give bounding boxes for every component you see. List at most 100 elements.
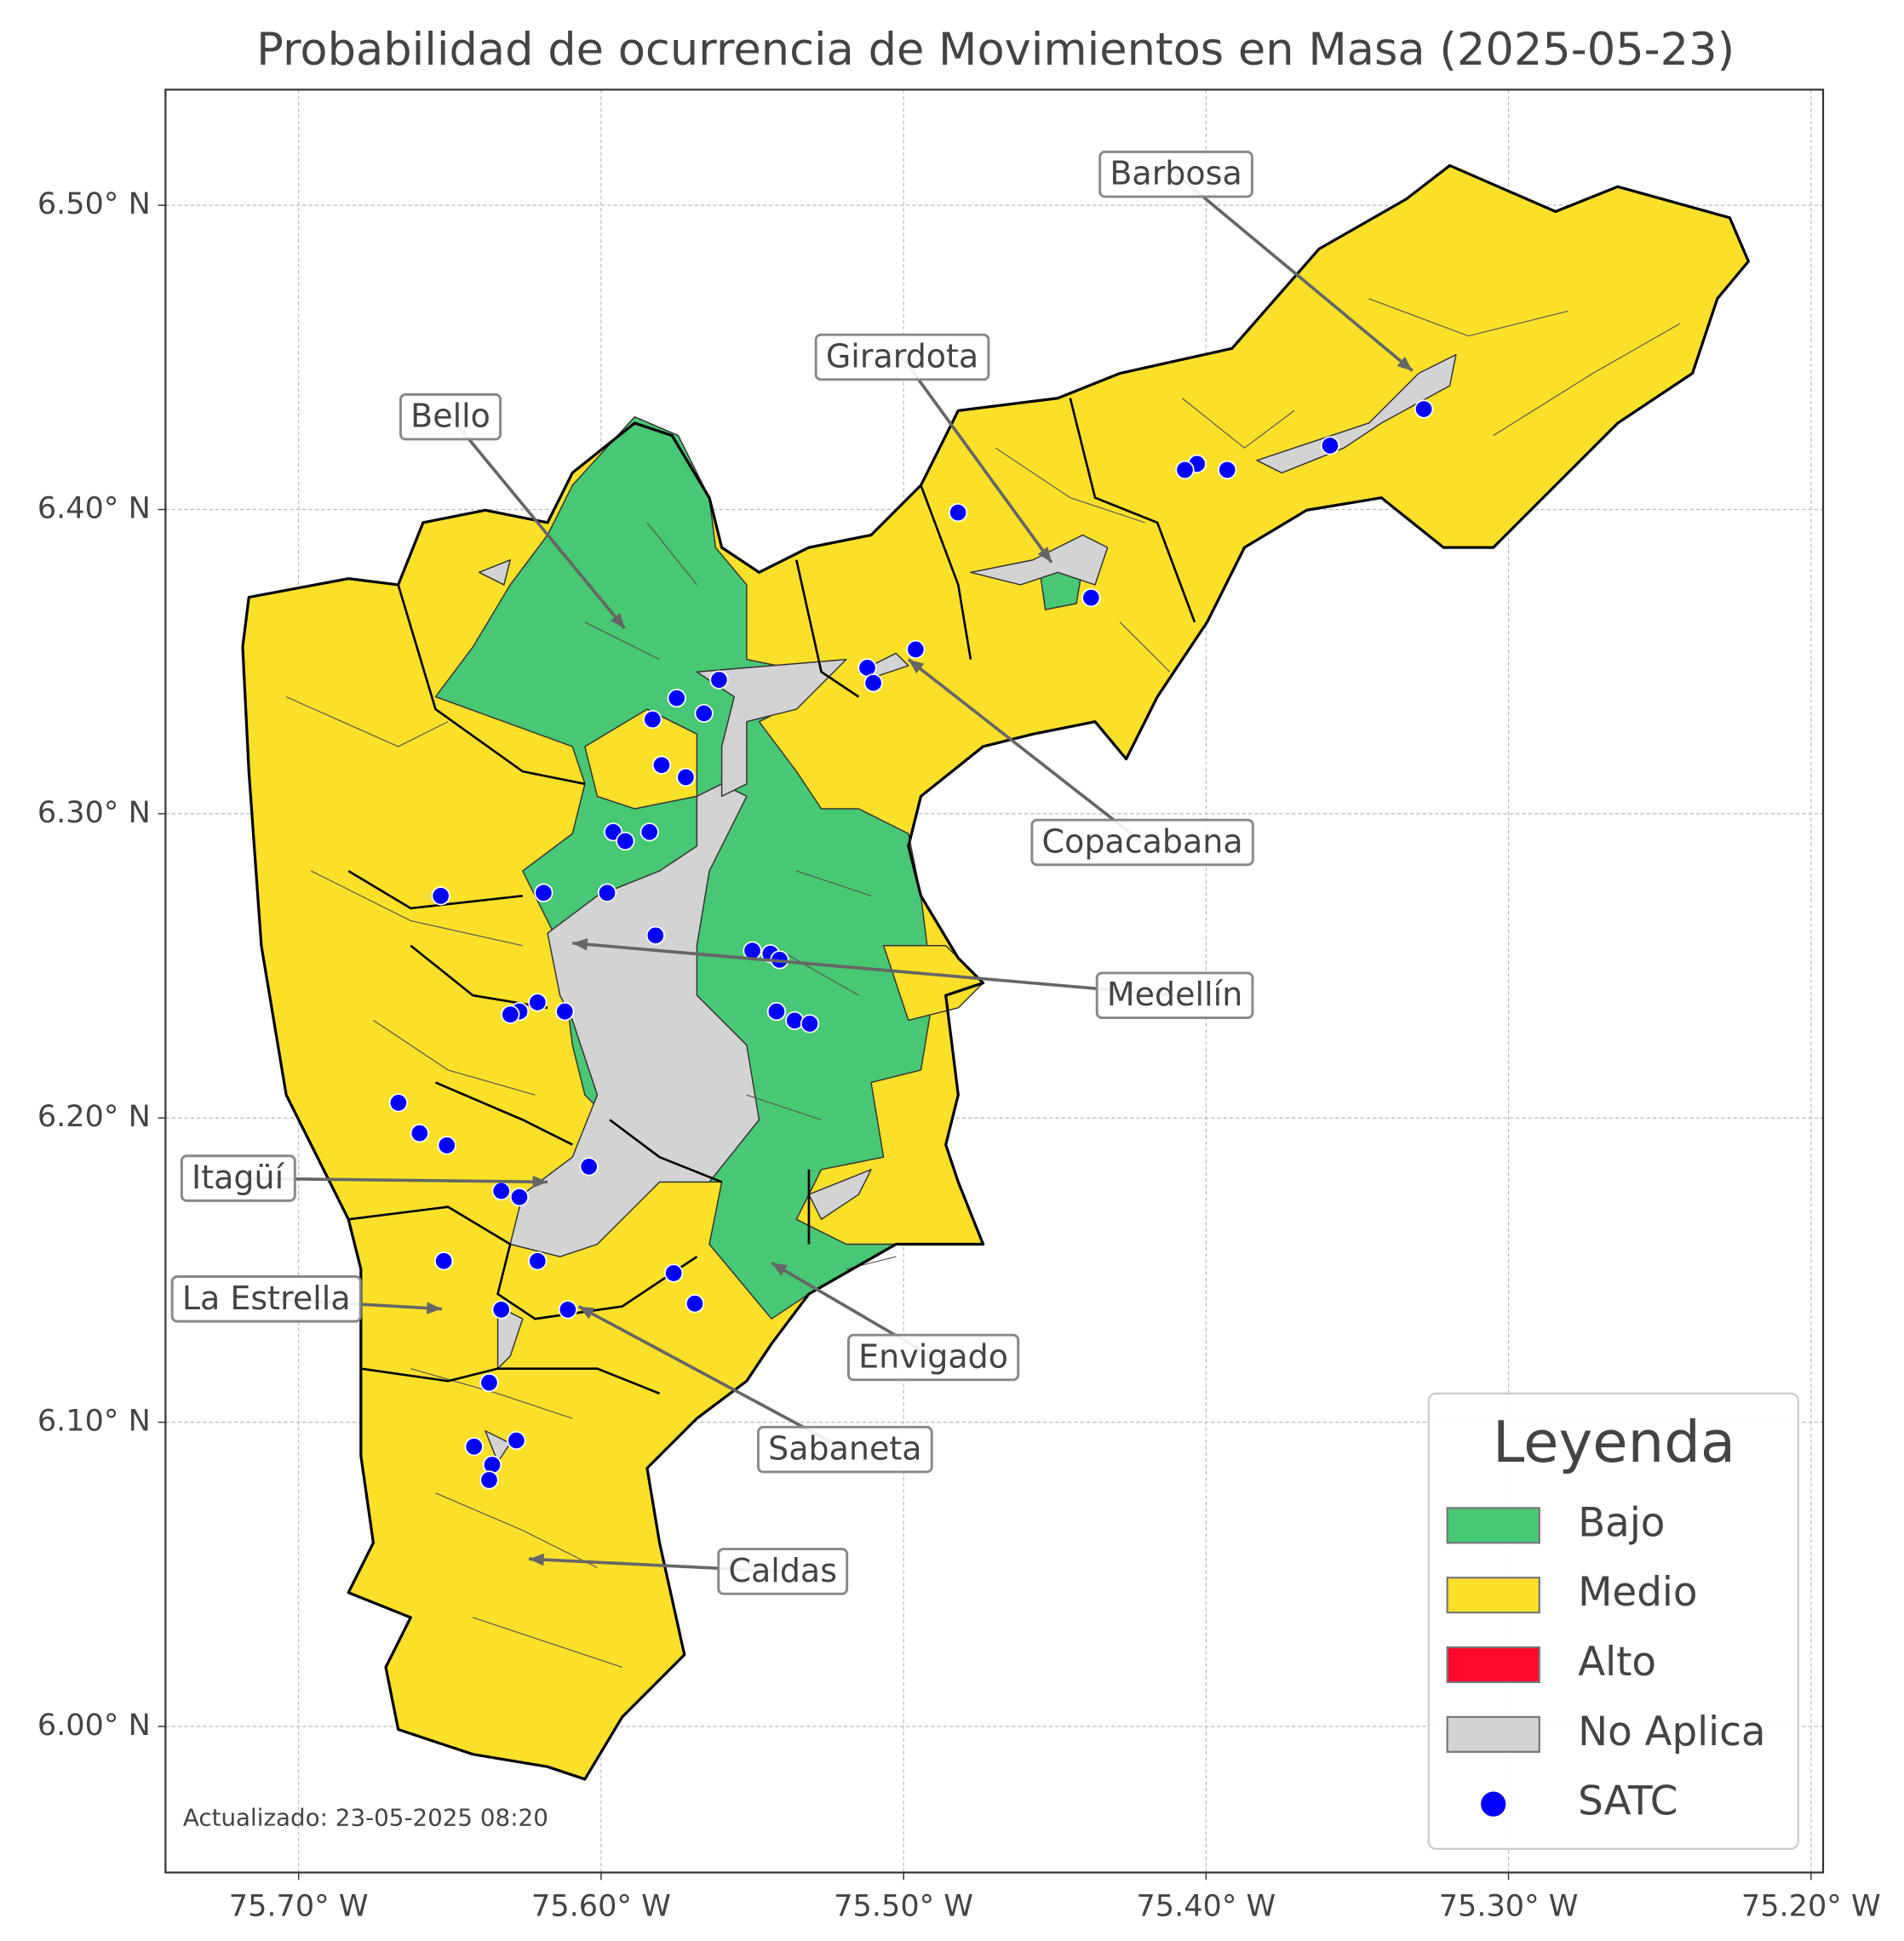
region-medio (882, 945, 984, 1022)
annotation-label: Barbosa (1110, 155, 1242, 192)
annotation: Bello (399, 392, 627, 630)
legend-label: Alto (1578, 1640, 1656, 1686)
region-no-aplica (1256, 353, 1457, 474)
annotation-label: Bello (410, 398, 490, 435)
satc-point (534, 883, 553, 902)
municipal-boundaries (347, 398, 1196, 1395)
annotation-arrow (577, 1304, 846, 1451)
region-no-aplica (485, 1430, 511, 1463)
region-no-aplica (509, 783, 760, 1257)
map-title: Probabilidad de ocurrencia de Movimiento… (256, 24, 1735, 76)
arrow-head (578, 1306, 595, 1320)
x-tick-label: 75.30° W (1439, 1888, 1579, 1923)
x-tick-label: 75.60° W (531, 1888, 671, 1923)
x-tick-label: 75.20° W (1741, 1888, 1881, 1923)
annotation: Copacabana (907, 658, 1254, 867)
x-tick-label: 75.70° W (229, 1888, 369, 1923)
annotation: Girardota (814, 333, 1053, 564)
annotation-box (717, 1548, 849, 1595)
satc-point (501, 1005, 520, 1024)
plot-frame (164, 89, 1825, 1874)
annotation-box (756, 1425, 933, 1474)
satc-point (479, 1470, 499, 1490)
satc-point (491, 1300, 511, 1320)
satc-point (410, 1124, 429, 1143)
annotation-label: Medellín (1107, 976, 1242, 1013)
arrow-head (572, 938, 588, 951)
satc-point (479, 1373, 499, 1393)
annotation: Medellín (572, 938, 1254, 1019)
arrow-head (1037, 547, 1052, 563)
region-no-aplica (808, 1169, 872, 1221)
arrow-head (908, 659, 925, 674)
arrow-head (771, 1263, 788, 1276)
annotation: Itagüí (180, 1154, 548, 1202)
satc-points (388, 399, 1434, 1490)
satc-point (651, 755, 672, 775)
satc-point (464, 1437, 484, 1457)
satc-point (616, 831, 635, 851)
annotation: Barbosa (1098, 150, 1414, 372)
y-tick-label: 6.30° N (37, 795, 151, 830)
region-no-aplica (696, 658, 847, 798)
legend-title: Leyenda (1493, 1409, 1735, 1475)
satc-point (555, 1002, 575, 1022)
arrow-head (1396, 356, 1413, 371)
satc-point (482, 1455, 502, 1474)
annotation-arrow (901, 356, 1053, 564)
annotation-arrow (449, 415, 627, 630)
satc-point (528, 1251, 548, 1271)
satc-point (1414, 399, 1434, 419)
annotation-box (399, 392, 502, 441)
axes: 75.70° W 75.60° W 75.50° W 75.40° W 75.30° W… (37, 186, 1881, 1923)
satc-point (558, 1300, 577, 1320)
satc-point (437, 1136, 456, 1155)
x-tick-label: 75.50° W (834, 1888, 973, 1923)
annotation-arrow (572, 942, 1175, 998)
satc-point (1081, 588, 1101, 608)
satc-point (645, 925, 665, 945)
satc-point (948, 502, 968, 523)
annotation: Caldas (529, 1548, 849, 1595)
regions (241, 163, 1750, 1781)
y-tick-label: 6.00° N (37, 1708, 151, 1743)
legend: Leyenda Bajo Medio Alto No Aplica SATC (1427, 1392, 1799, 1850)
satc-point (1175, 460, 1195, 480)
legend-swatch (1446, 1646, 1540, 1684)
legend-label: SATC (1578, 1779, 1677, 1825)
legend-label: No Aplica (1578, 1709, 1765, 1755)
legend-label: Medio (1578, 1570, 1697, 1616)
annotation-label: Sabaneta (768, 1430, 921, 1468)
annotation-label: Girardota (826, 337, 978, 375)
satc-point (434, 1251, 454, 1271)
annotation-box (1095, 971, 1254, 1019)
annotations: Barbosa Girardota Bello Copacabana Medellín I… (170, 150, 1414, 1595)
satc-point (431, 886, 450, 906)
annotation-label: Itagüí (192, 1159, 285, 1196)
arrow-head (532, 1175, 548, 1188)
annotation-arrow (907, 658, 1144, 844)
arrow-head (529, 1553, 544, 1566)
satc-point (766, 1002, 787, 1022)
updated-note: Actualizado: 23-05-2025 08:20 (183, 1804, 548, 1832)
satc-point (906, 639, 926, 659)
region-no-aplica (496, 1305, 524, 1370)
satc-point (664, 1263, 684, 1283)
annotation: La Estrella (170, 1275, 442, 1323)
satc-point (694, 703, 714, 724)
satc-point (639, 822, 659, 842)
annotation-box (1098, 150, 1253, 198)
subdivision-lines (285, 298, 1681, 1668)
legend-marker (1481, 1791, 1506, 1817)
annotation-label: La Estrella (182, 1280, 351, 1317)
satc-point (1218, 460, 1237, 480)
satc-point (863, 673, 883, 693)
legend-label: Bajo (1578, 1500, 1665, 1546)
satc-point (597, 883, 617, 902)
satc-point (388, 1093, 409, 1113)
annotation-box (1030, 818, 1254, 867)
satc-point (685, 1294, 705, 1314)
satc-point (1320, 436, 1340, 455)
annotation: Sabaneta (577, 1304, 933, 1474)
